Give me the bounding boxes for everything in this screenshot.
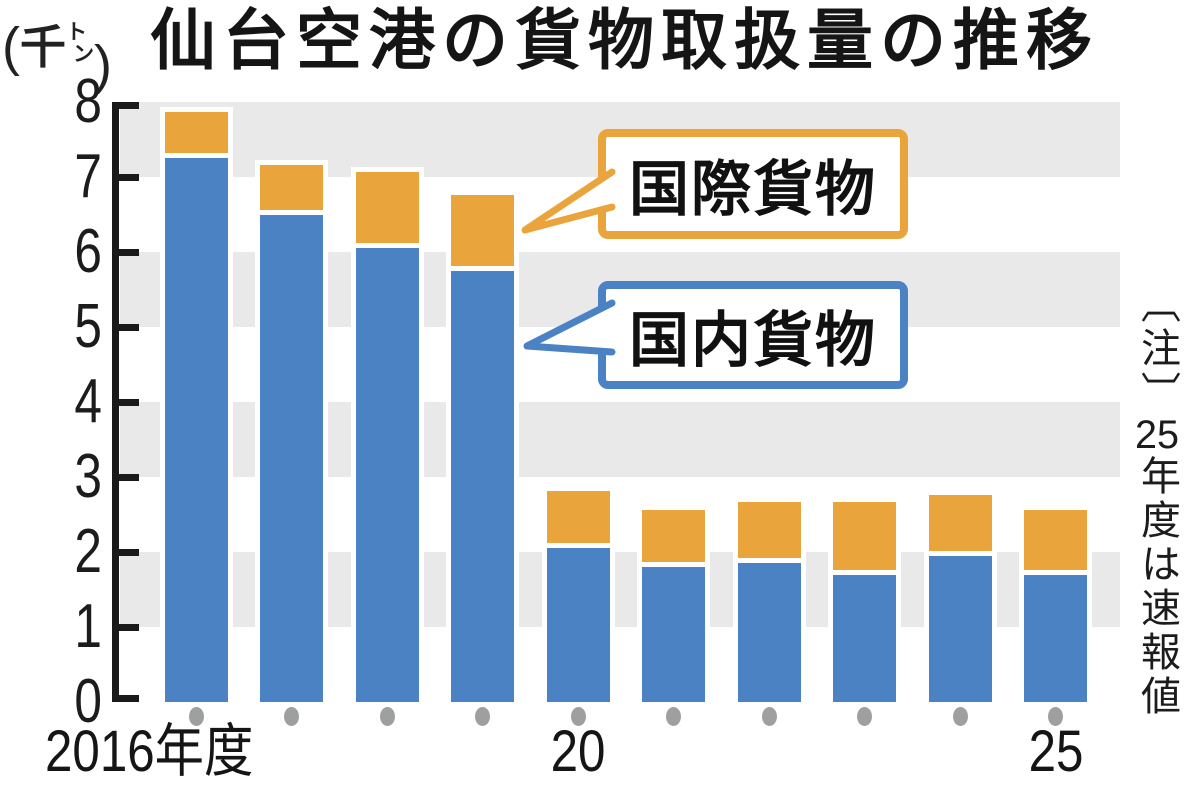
x-tick-label-20: 20 [550,719,606,784]
y-tick-label: 1 [74,592,102,661]
x-tick-dot-2017 [284,707,299,726]
y-axis-tick [112,249,139,256]
legend-domestic-label: 国内貨物 [629,306,877,374]
legend-domestic: 国内貨物 [598,281,908,389]
bar-segment-domestic-2022 [733,558,806,707]
x-tick-dot-2016 [189,707,204,726]
y-tick-label: 8 [74,67,102,136]
unit-paren-open: ( [2,17,20,77]
bar-segment-international-2020 [542,485,615,549]
footnote-vertical: 〔注〕25年度は速報値 [1135,283,1179,719]
y-axis-tick [112,474,139,481]
x-tick-dot-2024 [953,707,968,726]
y-tick-label: 7 [74,142,102,211]
bar-segment-international-2024 [924,489,997,556]
x-tick-dot-2025 [1048,707,1063,726]
unit-main: 千 [19,21,66,73]
bar-segment-international-2025 [1019,504,1092,575]
x-tick-label-2016: 2016年度 [45,719,254,784]
y-axis-tick [112,102,139,109]
bar-segment-domestic-2025 [1019,569,1092,707]
bar-segment-domestic-2024 [924,550,997,708]
bar-segment-international-2019 [446,189,519,271]
unit-small-chars: ト ン [65,21,94,66]
bar-segment-domestic-2021 [637,562,710,707]
bar-segment-international-2017 [255,159,328,215]
y-axis-unit-label: ( 千 ト ン ) [2,12,112,92]
x-tick-label-25: 25 [1028,719,1084,784]
y-tick-label: 3 [74,442,102,511]
legend-international-label: 国際貨物 [629,155,877,223]
unit-paren-close: ) [93,35,112,95]
y-tick-label: 0 [74,667,102,736]
x-tick-dot-2023 [857,707,872,726]
x-tick-dot-2020 [571,707,586,726]
y-axis-tick [112,399,139,406]
bar-segment-international-2023 [828,497,901,575]
x-tick-dot-2022 [762,707,777,726]
x-tick-dot-2019 [475,707,490,726]
y-axis-tick [112,695,139,702]
bar-segment-international-2018 [351,166,424,249]
y-axis-tick [112,549,139,556]
x-tick-dot-2021 [666,707,681,726]
y-axis-tick [112,324,139,331]
bar-segment-international-2016 [160,106,233,159]
y-tick-label: 2 [74,517,102,586]
chart-title: 仙台空港の貨物取扱量の推移 [150,3,1099,77]
bar-segment-domestic-2016 [160,153,233,707]
y-tick-label: 5 [74,292,102,361]
y-axis-tick [112,624,139,631]
bar-segment-domestic-2020 [542,543,615,707]
y-axis-tick [112,174,139,181]
bar-segment-domestic-2017 [255,209,328,707]
bar-segment-domestic-2023 [828,569,901,707]
x-tick-dot-2018 [380,707,395,726]
legend-international: 国際貨物 [598,129,908,239]
bar-segment-domestic-2018 [351,243,424,707]
bar-segment-international-2022 [733,496,806,564]
bar-segment-domestic-2019 [446,265,519,708]
y-tick-label: 4 [74,367,102,436]
y-tick-label: 6 [74,217,102,286]
bar-segment-international-2021 [637,504,710,567]
